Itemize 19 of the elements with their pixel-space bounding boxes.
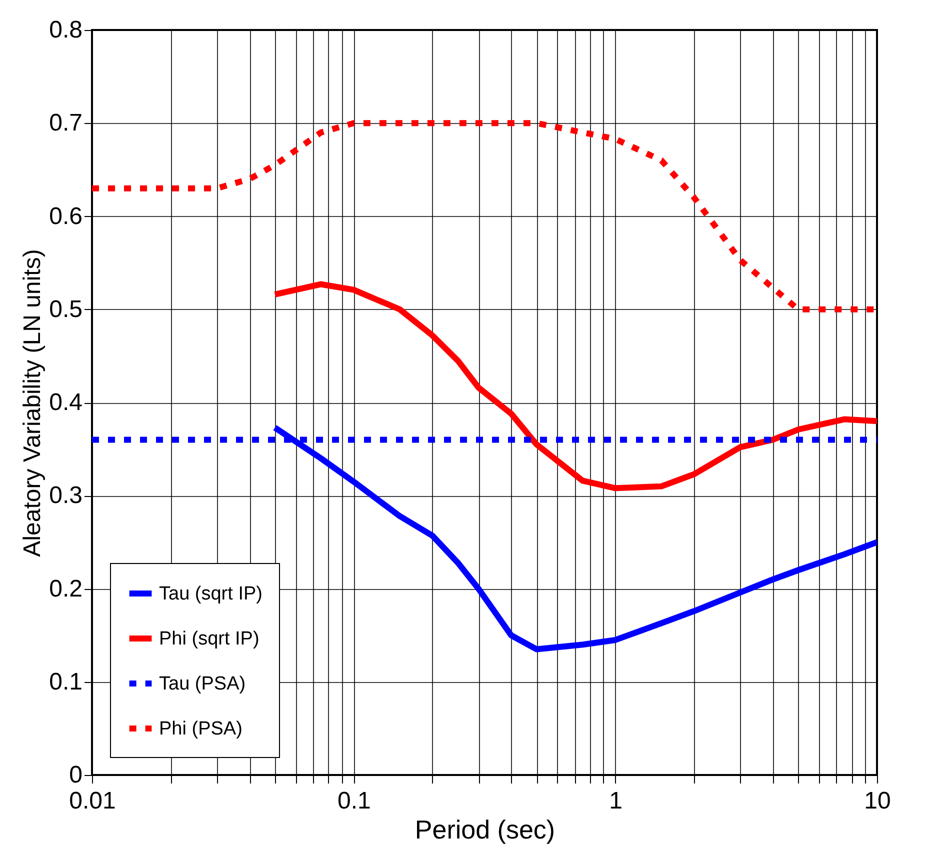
x-tick-label: 0.01	[69, 788, 116, 814]
x-tick-label: 1	[609, 788, 623, 814]
legend-label: Phi (PSA)	[159, 718, 242, 740]
y-tick-label: 0	[69, 762, 82, 788]
legend-label: Tau (PSA)	[159, 674, 246, 694]
legend-label: Phi (sqrt IP)	[159, 628, 260, 650]
y-tick-label: 0.8	[49, 16, 82, 44]
y-tick-label: 0.6	[49, 202, 82, 230]
y-tick-label: 0.3	[49, 482, 82, 510]
y-axis-title: Aleatory Variability (LN units)	[19, 249, 46, 557]
y-tick-label: 0.2	[49, 575, 82, 602]
y-tick-label: 0.4	[49, 389, 82, 416]
x-axis-title: Period (sec)	[414, 814, 556, 844]
x-tick-label: 0.1	[337, 788, 371, 814]
y-tick-label: 0.1	[49, 668, 82, 696]
y-tick-label: 0.5	[49, 296, 82, 323]
x-tick-label: 10	[864, 788, 891, 814]
legend-label: Tau (sqrt IP)	[159, 584, 262, 604]
y-tick-label: 0.7	[49, 110, 82, 137]
